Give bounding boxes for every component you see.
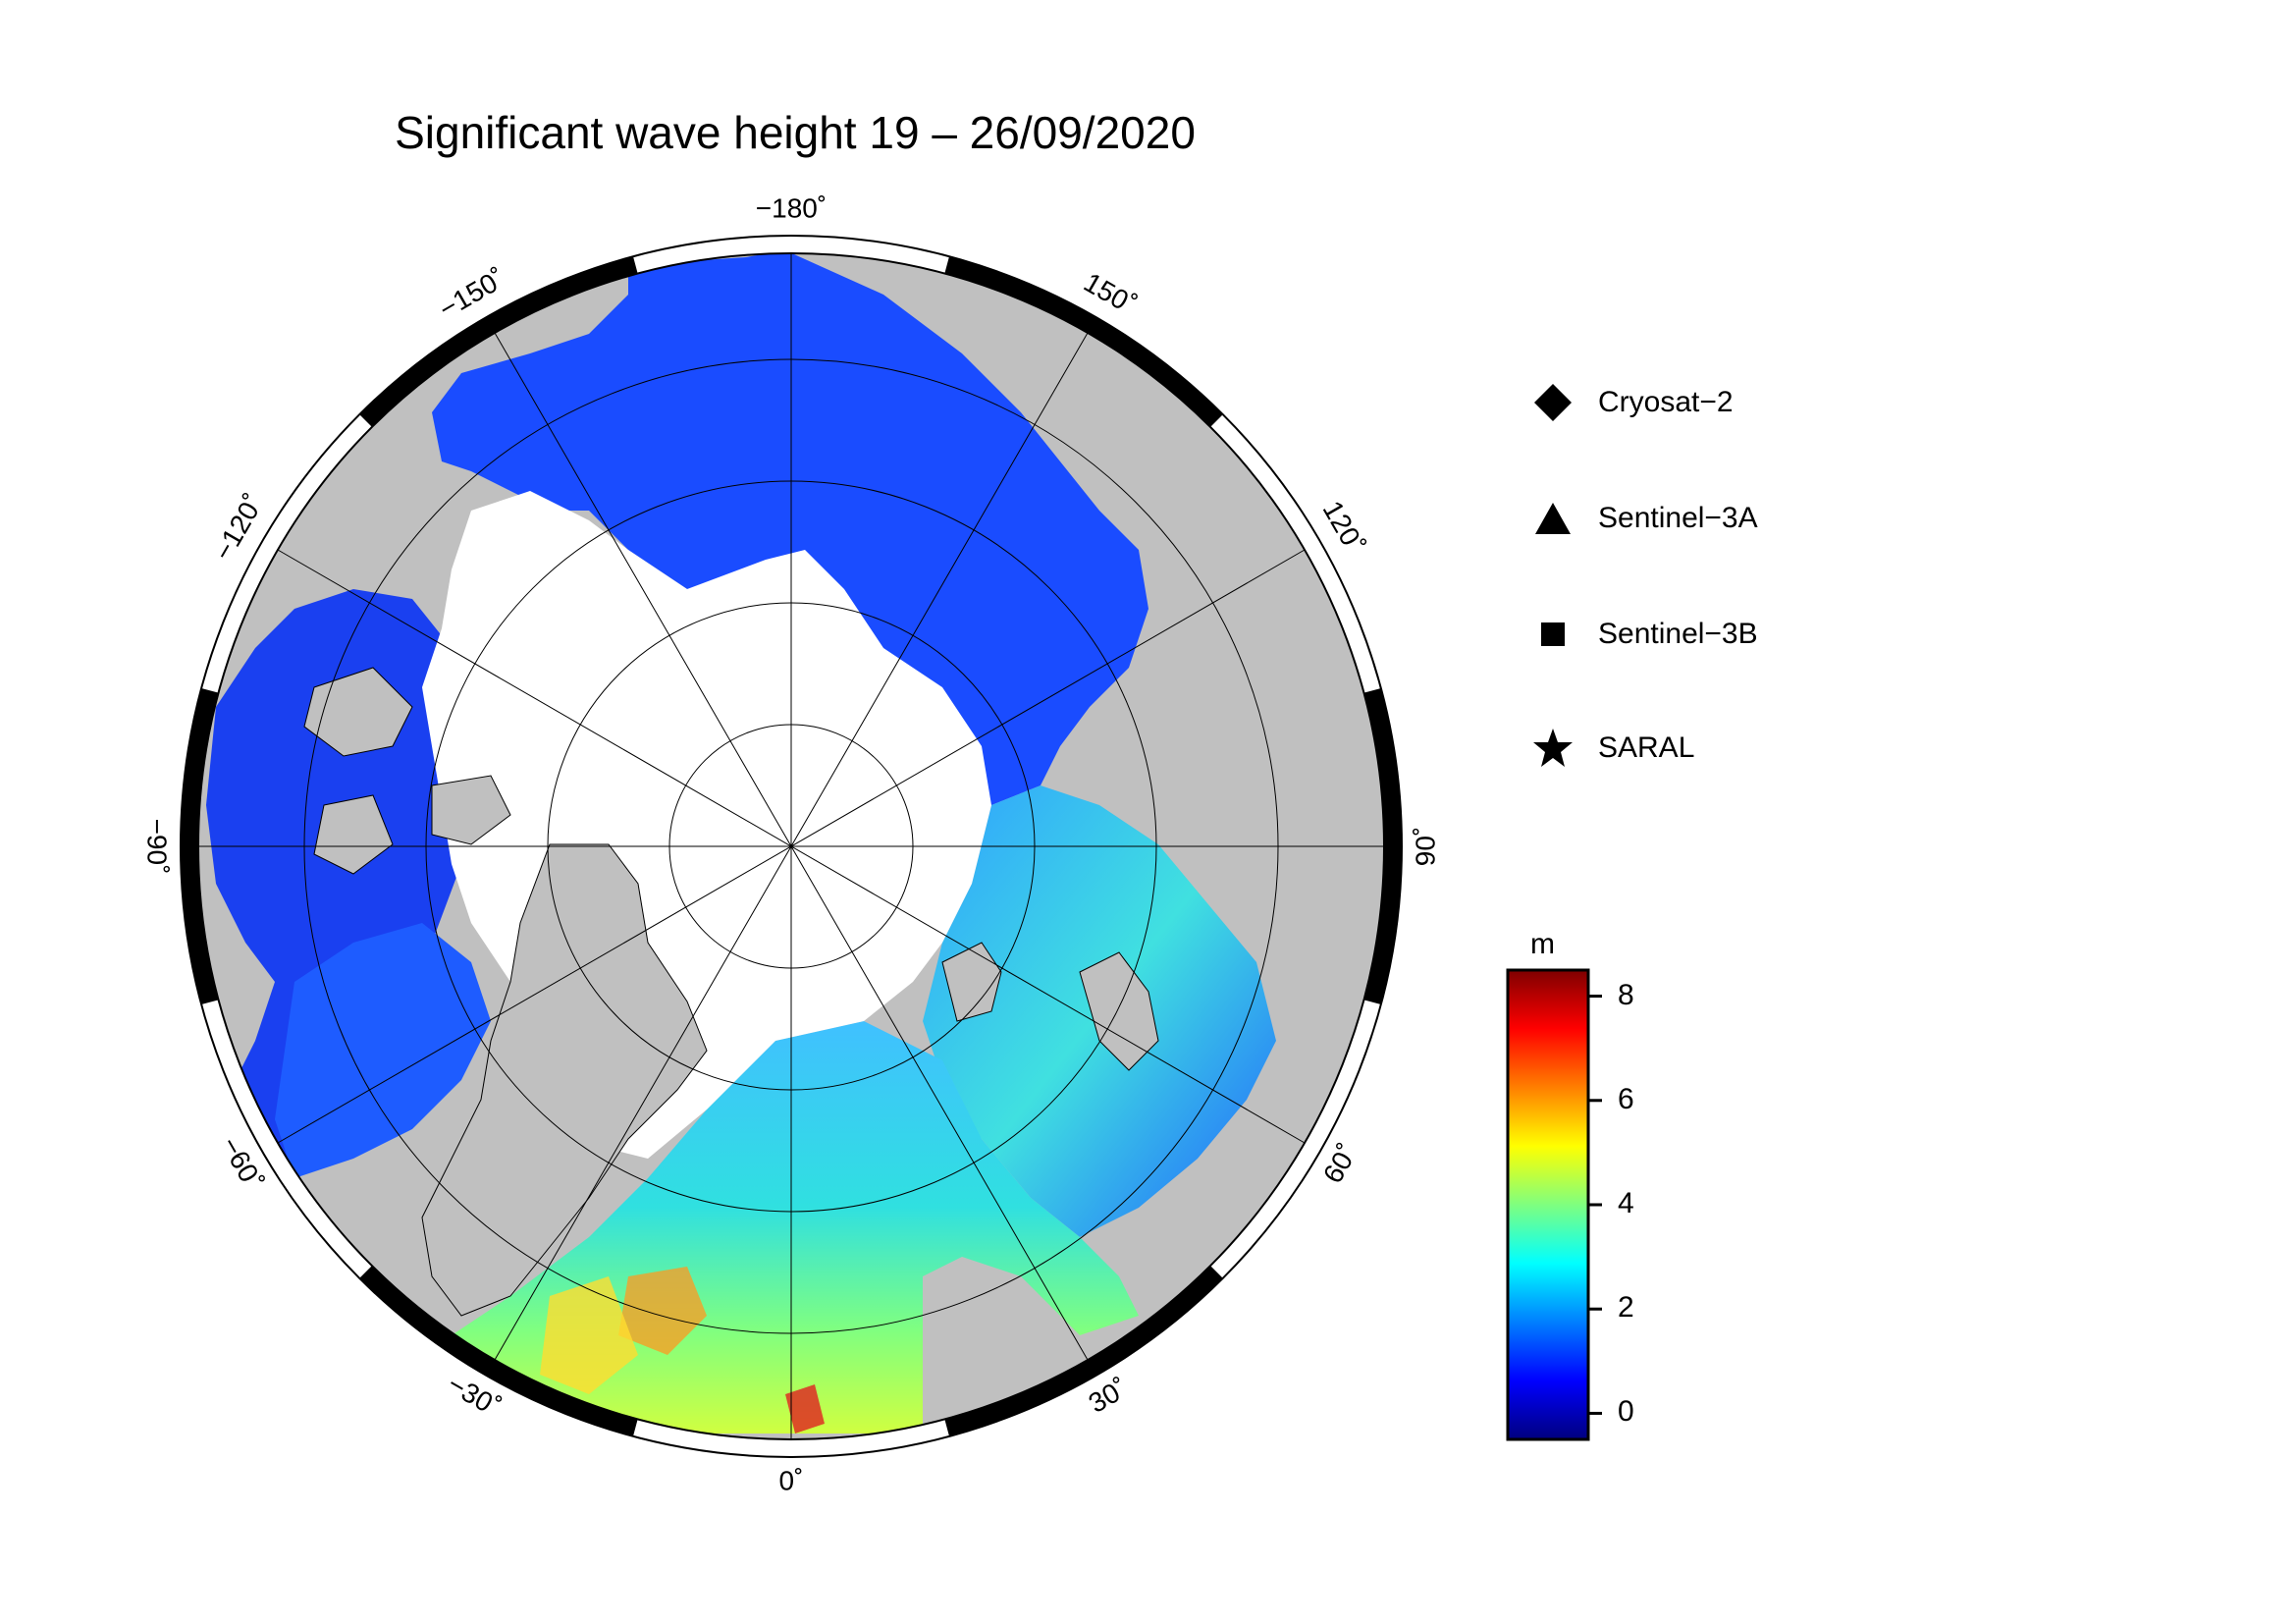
star-icon <box>1531 727 1575 770</box>
high-wave-patch <box>540 1276 638 1394</box>
longitude-label: −90˚ <box>142 819 173 875</box>
svalbard-land <box>941 942 1002 1022</box>
frame-segment <box>944 256 1223 427</box>
baffin-bay-wave-field <box>275 923 491 1178</box>
baffin-wave-field <box>206 589 491 1178</box>
arctic-ocean-wave-field <box>432 253 1148 805</box>
high-wave-patch <box>618 1267 707 1355</box>
square-icon <box>1531 613 1575 656</box>
legend-item-sentinel-3a: Sentinel−3A <box>1531 489 1758 548</box>
legend-label: Sentinel−3B <box>1598 618 1758 650</box>
canadian-islands-land <box>303 667 511 875</box>
colorbar-ticks <box>1588 995 1602 1415</box>
graticule <box>198 253 1384 1439</box>
colorbar-tick-label: 4 <box>1618 1187 1634 1219</box>
frame-segment <box>359 1266 638 1436</box>
legend-item-saral: SARAL <box>1531 719 1694 778</box>
legend-label: Sentinel−3A <box>1598 502 1758 534</box>
legend-item-sentinel-3b: Sentinel−3B <box>1531 605 1758 664</box>
meridian-line <box>277 549 1306 1144</box>
diamond-icon <box>1531 381 1575 424</box>
colorbar-tick-label: 2 <box>1618 1291 1634 1325</box>
novaya-zemlya-land <box>1079 951 1159 1071</box>
colorbar-tick-label: 6 <box>1618 1082 1634 1115</box>
high-wave-patch <box>785 1384 825 1434</box>
longitude-label: −60˚ <box>215 1132 269 1196</box>
colorbar-tick-label: 0 <box>1618 1395 1634 1429</box>
legend-label: Cryosat−2 <box>1598 386 1734 418</box>
legend-item-cryosat: Cryosat−2 <box>1531 373 1734 432</box>
legend-label: SARAL <box>1598 731 1695 764</box>
map-title: Significant wave height 19 – 26/09/2020 <box>395 107 1196 158</box>
frame-segment <box>359 256 638 427</box>
colorbar-tick-label: 8 <box>1618 978 1634 1011</box>
longitude-label: 90˚ <box>1410 827 1440 866</box>
longitude-label: −180˚ <box>756 192 827 223</box>
longitude-label: −120˚ <box>207 489 269 566</box>
frame-segment <box>1363 688 1402 1004</box>
triangle-icon <box>1531 497 1575 540</box>
frame-segment <box>181 688 219 1004</box>
greenland-land <box>421 843 708 1317</box>
colorbar <box>1506 968 1590 1441</box>
frame-segment <box>944 1266 1223 1436</box>
longitude-label: 0˚ <box>779 1465 804 1495</box>
colorbar-unit: m <box>1530 928 1555 960</box>
map-body <box>198 253 1384 1439</box>
map-frame-segments <box>181 256 1402 1436</box>
